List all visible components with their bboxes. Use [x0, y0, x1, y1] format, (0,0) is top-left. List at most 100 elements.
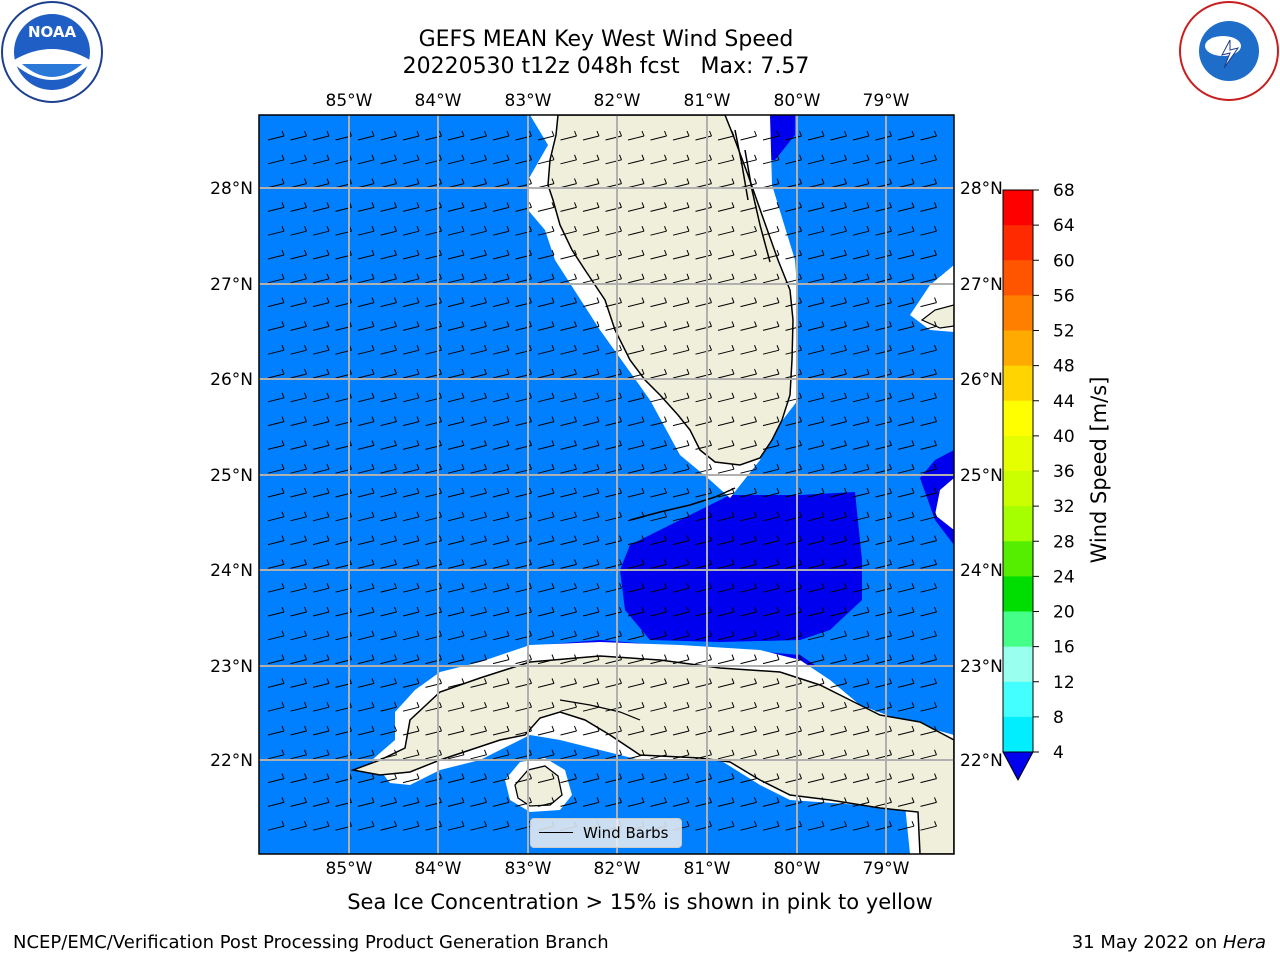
wind-barb [672, 630, 690, 641]
wind-barb [762, 178, 780, 189]
wind-barb [290, 583, 307, 593]
wind-barb [537, 606, 555, 617]
wind-barb [852, 273, 870, 284]
wind-barb [807, 559, 825, 569]
wind-barb [650, 368, 667, 379]
wind-barb [672, 321, 690, 331]
wind-barb [447, 297, 465, 308]
wind-barb [560, 273, 577, 284]
wind-barb [312, 773, 330, 784]
wind-barb [852, 749, 870, 760]
wind-barb [447, 559, 465, 569]
wind-barb [492, 559, 510, 569]
wind-barb [695, 773, 712, 784]
wind-barb [762, 511, 780, 522]
wind-barb [357, 678, 375, 688]
wind-barb [492, 130, 510, 141]
colorbar-segment [1003, 330, 1033, 367]
wind-barb [492, 725, 510, 736]
wind-barb [605, 654, 622, 665]
colorbar-segment [1003, 435, 1033, 472]
wind-barb [380, 202, 397, 212]
wind-barb [785, 654, 802, 665]
wind-barb [830, 487, 847, 498]
wind-barb [380, 226, 397, 236]
wind-barb [267, 273, 285, 284]
wind-barb [290, 630, 307, 641]
wind-barb [762, 273, 780, 284]
lon-tick-label: 84°W [415, 91, 462, 111]
wind-barb [807, 535, 825, 546]
wind-barb [650, 392, 667, 403]
wind-barb [380, 297, 397, 308]
wind-barb [830, 249, 847, 260]
wind-barb [672, 464, 690, 474]
wind-barb [312, 154, 330, 165]
wind-barb [852, 773, 870, 784]
wind-barb [312, 678, 330, 688]
wind-barb [875, 654, 892, 665]
wind-barb [380, 725, 397, 736]
wind-barb [537, 416, 555, 427]
wind-barb [830, 702, 847, 712]
wind-barb [875, 368, 892, 379]
colorbar-segment [1003, 295, 1033, 331]
wind-barb [582, 440, 600, 450]
wind-barb [492, 202, 510, 212]
wind-barb [312, 654, 330, 665]
wind-barb [920, 368, 937, 379]
wind-barb [830, 297, 847, 308]
wind-barb [762, 678, 780, 688]
wind-barb [717, 511, 735, 522]
wind-barb [357, 749, 375, 760]
wind-barb [402, 749, 420, 760]
wind-barb [492, 821, 510, 831]
wind-barb [537, 511, 555, 522]
wind-barb [920, 297, 937, 308]
cuba-land [350, 655, 954, 854]
wind-barb [267, 130, 285, 141]
wind-barb [560, 392, 577, 403]
wind-barb [447, 678, 465, 688]
wind-barb [875, 702, 892, 712]
wind-barb [717, 535, 735, 546]
colorbar-tick-label: 28 [1053, 532, 1075, 552]
wind-barb [380, 797, 397, 807]
wind-barb [830, 345, 847, 355]
wind-barb [762, 368, 780, 379]
wind-barb [492, 273, 510, 284]
wind-barb [672, 773, 690, 784]
colorbar-segment [1003, 471, 1033, 507]
wind-barb [650, 630, 667, 641]
wind-barb [560, 297, 577, 308]
wind-barb [605, 273, 622, 284]
wind-barb [537, 226, 555, 236]
wind-barb [807, 702, 825, 712]
wind-barb [627, 583, 645, 593]
wind-barb [492, 368, 510, 379]
wind-barb [447, 583, 465, 593]
wind-barb [897, 202, 915, 212]
wind-barb [267, 749, 285, 760]
wind-barb [380, 368, 397, 379]
wind-barb [447, 487, 465, 498]
wind-barb [852, 630, 870, 641]
wind-barb [852, 678, 870, 688]
wind-barb [537, 702, 555, 712]
wind-barb [627, 226, 645, 236]
wind-barb [785, 797, 802, 807]
wind-barb [290, 154, 307, 165]
wind-barb [537, 464, 555, 474]
wind-barb [627, 440, 645, 450]
lon-tick-label: 81°W [684, 859, 731, 879]
wind-barb [852, 440, 870, 450]
wind-barb [852, 464, 870, 474]
wind-barb [560, 416, 577, 427]
wind-barb [357, 535, 375, 546]
wind-barb [740, 297, 757, 308]
wind-barb [627, 654, 645, 665]
wind-barb [470, 678, 487, 688]
wind-barb [762, 773, 780, 784]
wind-barb [605, 797, 622, 807]
